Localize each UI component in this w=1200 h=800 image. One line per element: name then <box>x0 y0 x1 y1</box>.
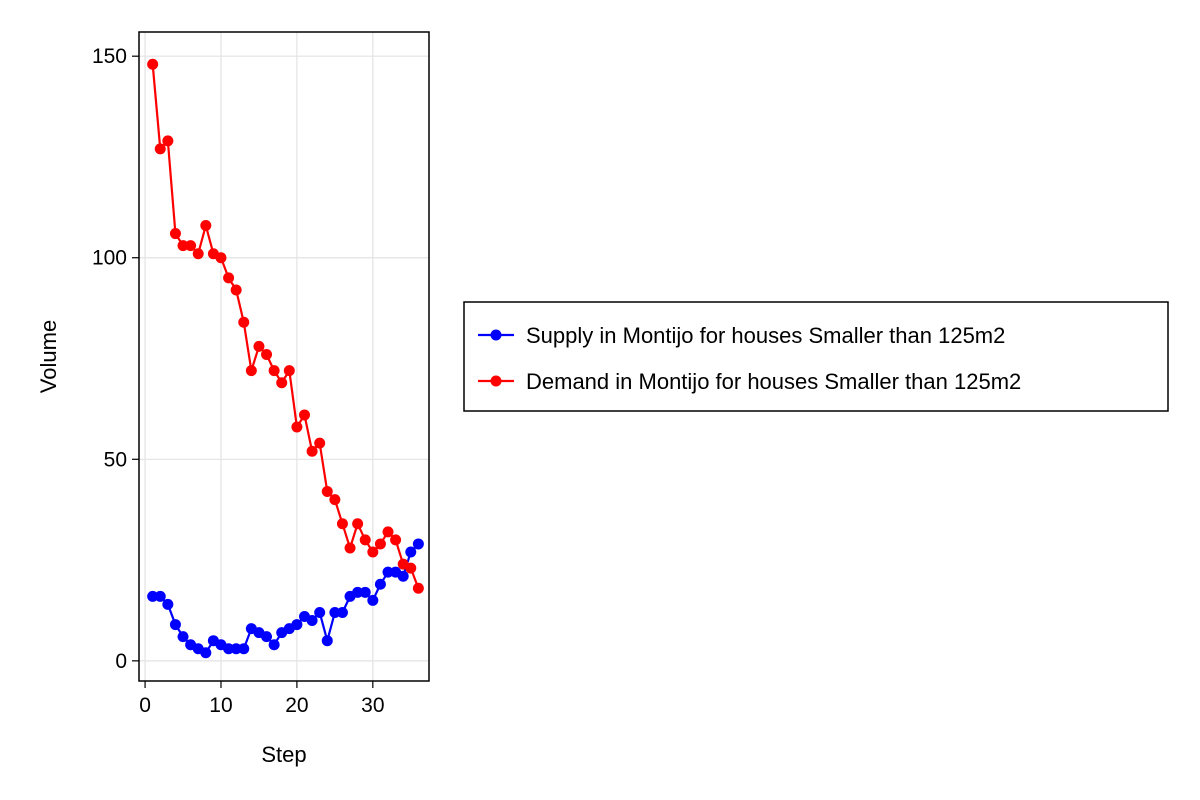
data-point <box>223 272 235 284</box>
data-point <box>412 538 424 550</box>
data-point <box>261 348 273 360</box>
data-point <box>390 534 402 546</box>
series-supply <box>147 538 424 659</box>
data-point <box>185 240 197 252</box>
data-point <box>405 546 417 558</box>
data-point <box>276 377 288 389</box>
data-point <box>154 590 166 602</box>
legend-swatch-marker <box>490 329 502 341</box>
data-point <box>397 570 409 582</box>
data-point <box>382 526 394 538</box>
grid-lines <box>139 32 429 681</box>
data-point <box>344 542 356 554</box>
legend-items: Supply in Montijo for houses Smaller tha… <box>478 323 1021 394</box>
data-point <box>268 639 280 651</box>
x-tick-label: 20 <box>285 694 308 717</box>
data-point <box>223 643 235 655</box>
x-tick-label: 0 <box>139 694 151 717</box>
data-point <box>329 494 341 506</box>
data-point <box>314 437 326 449</box>
data-point <box>162 135 174 147</box>
data-point <box>306 615 318 627</box>
data-point <box>359 534 371 546</box>
data-point <box>261 631 273 643</box>
data-point <box>200 647 212 659</box>
data-point <box>154 143 166 155</box>
series-demand <box>147 58 424 594</box>
data-point <box>245 365 257 377</box>
x-tick-label: 10 <box>209 694 232 717</box>
data-point <box>336 606 348 618</box>
data-point <box>367 546 379 558</box>
y-axis-label: Volume <box>36 320 61 393</box>
data-point <box>329 606 341 618</box>
data-point <box>336 518 348 530</box>
data-point <box>374 578 386 590</box>
data-point <box>352 518 364 530</box>
legend-item: Supply in Montijo for houses Smaller tha… <box>478 323 1005 348</box>
data-point <box>200 219 212 231</box>
data-point <box>291 619 303 631</box>
data-point <box>147 590 159 602</box>
data-point <box>283 365 295 377</box>
data-point <box>230 284 242 296</box>
data-point <box>215 252 227 264</box>
data-point <box>169 228 181 240</box>
data-point <box>405 562 417 574</box>
legend-label: Supply in Montijo for houses Smaller tha… <box>526 323 1005 348</box>
data-point <box>298 409 310 421</box>
data-point <box>412 582 424 594</box>
x-axis-label: Step <box>261 742 306 767</box>
data-point <box>253 340 265 352</box>
data-point <box>268 365 280 377</box>
data-point <box>382 566 394 578</box>
data-point <box>192 248 204 260</box>
legend-swatch-marker <box>490 375 502 387</box>
legend-item: Demand in Montijo for houses Smaller tha… <box>478 369 1021 394</box>
data-point <box>177 631 189 643</box>
data-point <box>230 643 242 655</box>
data-point <box>359 586 371 598</box>
data-point <box>177 240 189 252</box>
y-tick-label: 100 <box>92 247 127 270</box>
legend-box <box>463 301 1169 412</box>
data-point <box>367 594 379 606</box>
data-point <box>374 538 386 550</box>
data-point <box>238 643 250 655</box>
y-tick-label: 150 <box>92 45 127 68</box>
axis-ticks: 0 10 20 30 0 50 100 150 <box>92 45 385 717</box>
data-point <box>291 421 303 433</box>
series-layer <box>147 58 424 659</box>
y-tick-label: 50 <box>104 448 127 471</box>
data-point <box>314 606 326 618</box>
data-point <box>306 445 318 457</box>
y-tick-label: 0 <box>115 650 127 673</box>
data-point <box>169 619 181 631</box>
legend-label: Demand in Montijo for houses Smaller tha… <box>526 369 1021 394</box>
data-point <box>352 586 364 598</box>
legend: Supply in Montijo for houses Smaller tha… <box>463 301 1169 412</box>
x-tick-label: 30 <box>361 694 384 717</box>
series-line <box>151 64 420 589</box>
data-point <box>238 316 250 328</box>
data-point <box>321 486 333 498</box>
plot-frame <box>138 31 430 682</box>
data-point <box>321 635 333 647</box>
data-point <box>147 58 159 70</box>
data-point <box>162 598 174 610</box>
